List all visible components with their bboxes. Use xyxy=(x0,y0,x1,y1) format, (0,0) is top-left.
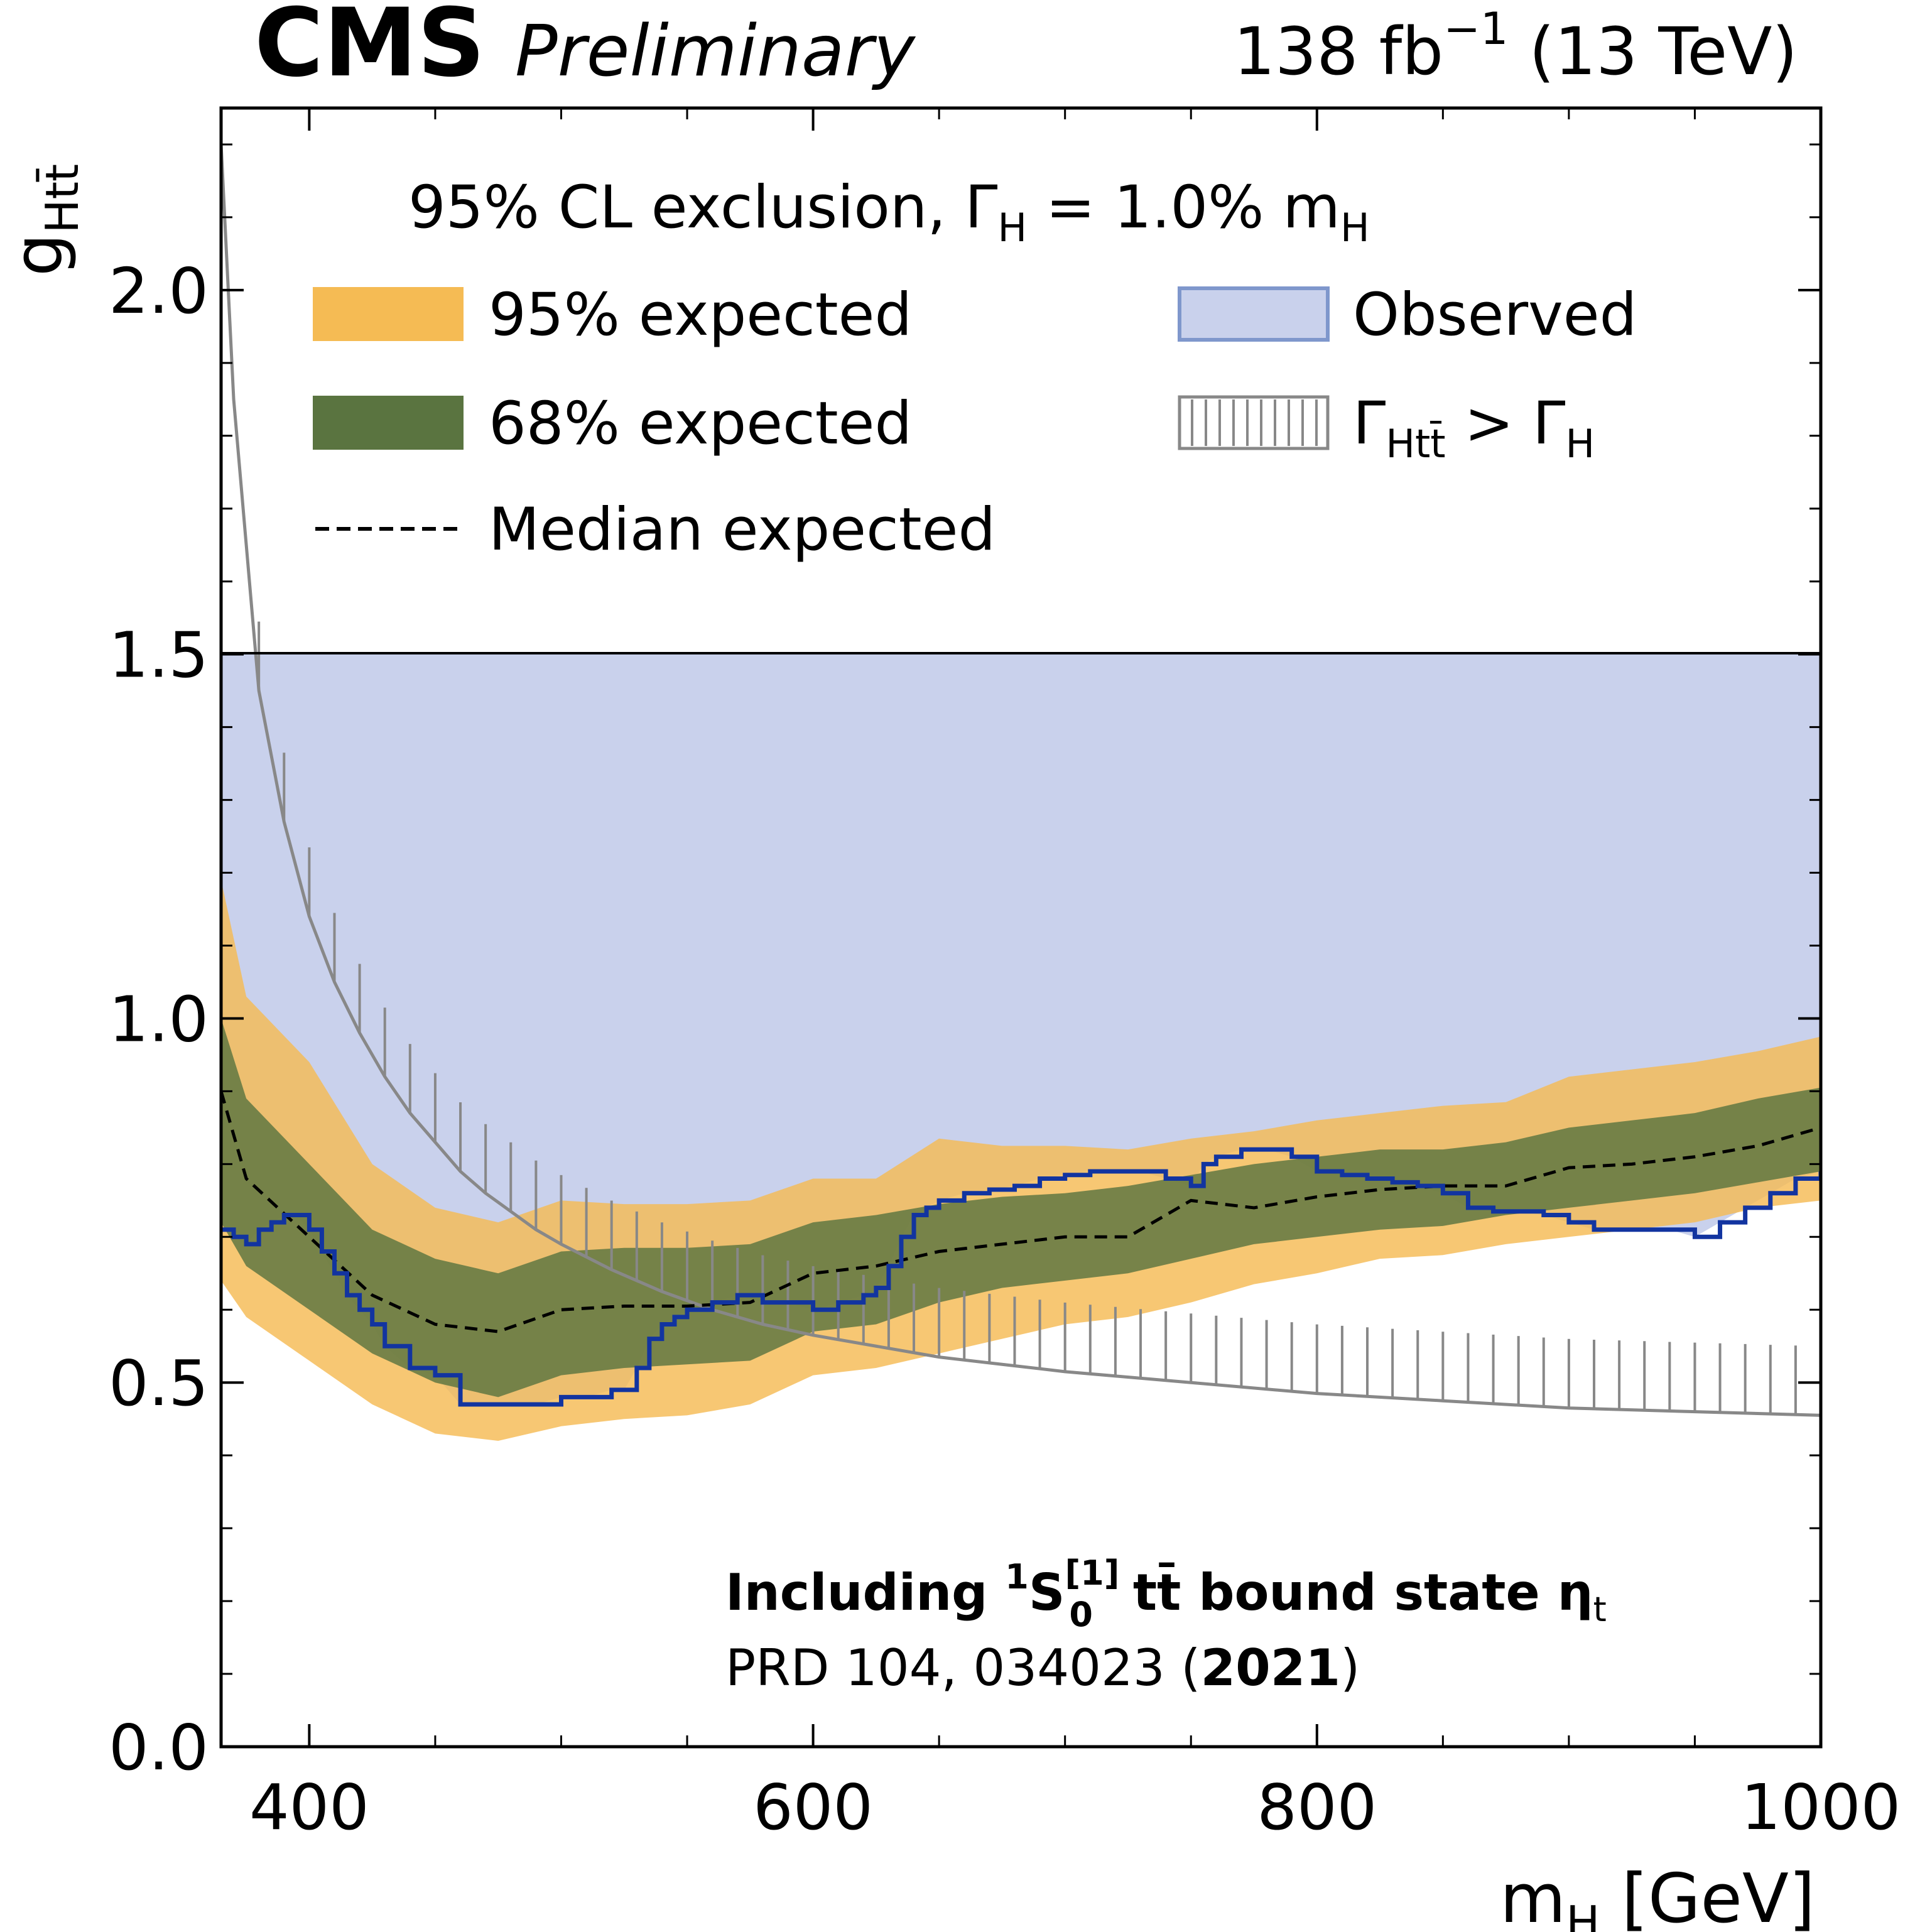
plot-area xyxy=(221,144,1821,1441)
annotation-superscript: 1 xyxy=(1005,1557,1029,1597)
legend-swatch-95-expected xyxy=(313,287,464,341)
legend-title-sub2: H xyxy=(1340,205,1370,251)
x-tick-label: 800 xyxy=(1257,1771,1377,1844)
bound-state-annotation: Including 1S[1] 0 tt̄ bound state ηt PRD … xyxy=(725,1553,1607,1697)
luminosity-value: 138 fb xyxy=(1234,13,1443,90)
x-axis-unit: [GeV] xyxy=(1600,1860,1815,1932)
legend-width-sub2: H xyxy=(1566,421,1595,467)
x-tick-label: 600 xyxy=(753,1771,873,1844)
axes: 400 600 800 1000 0.0 0.5 1.0 1.5 2.0 xyxy=(109,108,1901,1844)
hatch-swatch-frame xyxy=(1178,395,1330,450)
legend-title-suffix: = 1.0% m xyxy=(1027,173,1340,242)
annotation-state-sup: [1] xyxy=(1065,1553,1119,1593)
y-tick-label: 1.0 xyxy=(109,982,209,1056)
y-axis-title: gHtt̄ xyxy=(0,164,89,276)
x-axis-symbol: m xyxy=(1500,1860,1566,1932)
observed-limit-line xyxy=(221,1147,1821,1407)
annotation-close: ) xyxy=(1340,1639,1360,1697)
x-axis-subscript: H xyxy=(1566,1896,1600,1932)
y-tick-label: 0.0 xyxy=(109,1711,209,1784)
y-tick-label: 1.5 xyxy=(109,619,209,692)
annotation-line-2: PRD 104, 034023 (2021) xyxy=(725,1639,1360,1697)
median-expected-line xyxy=(221,1090,1821,1333)
legend-label-68-expected: 68% expected xyxy=(489,389,912,458)
annotation-year: 2021 xyxy=(1200,1639,1340,1697)
annotation-subscript: t xyxy=(1593,1590,1607,1629)
status-label: Preliminary xyxy=(515,11,916,92)
width-limit-curve xyxy=(221,144,1821,1417)
x-tick-label: 1000 xyxy=(1741,1771,1901,1844)
legend: 95% CL exclusion, ΓH = 1.0% mH 95% expec… xyxy=(313,173,1637,564)
annotation-suffix: tt̄ bound state η xyxy=(1115,1561,1593,1622)
legend-width-mid: > Γ xyxy=(1446,389,1566,458)
y-tick-label: 2.0 xyxy=(109,254,209,328)
legend-label-median-expected: Median expected xyxy=(489,496,995,564)
expected-68-band xyxy=(221,1018,1821,1397)
luminosity-energy: (13 TeV) xyxy=(1508,13,1798,90)
x-axis-title: mH [GeV] xyxy=(1500,1860,1815,1932)
legend-swatch-68-expected xyxy=(313,396,464,450)
annotation-line-1: Including 1S[1] 0 tt̄ bound state ηt xyxy=(725,1553,1607,1634)
y-tick-label: 0.5 xyxy=(109,1347,209,1420)
annotation-reference: PRD 104, 034023 ( xyxy=(725,1639,1200,1697)
y-axis-subscript: Htt̄ xyxy=(36,164,89,234)
y-axis-symbol: g xyxy=(0,233,78,276)
legend-swatch-observed xyxy=(1178,286,1330,342)
legend-title-prefix: 95% CL exclusion, Γ xyxy=(408,173,998,242)
legend-width-gamma: Γ xyxy=(1353,389,1386,458)
experiment-label: CMS xyxy=(254,0,485,98)
legend-swatch-width-limit xyxy=(1178,395,1330,450)
annotation-state-S: S xyxy=(1029,1563,1065,1622)
width-limit-hatching xyxy=(258,621,1797,1415)
luminosity-exponent: −1 xyxy=(1443,3,1508,55)
legend-label-observed: Observed xyxy=(1353,281,1637,349)
annotation-state-sub: 0 xyxy=(1069,1595,1093,1634)
legend-label-width-limit: ΓHtt̄ > ΓH xyxy=(1353,389,1595,467)
plot-frame xyxy=(219,106,1823,1749)
legend-title-sub: H xyxy=(998,205,1028,251)
x-tick-label: 400 xyxy=(249,1771,369,1844)
legend-label-95-expected: 95% expected xyxy=(489,281,912,349)
annotation-prefix: Including xyxy=(725,1563,1005,1622)
legend-title: 95% CL exclusion, ΓH = 1.0% mH xyxy=(408,173,1370,251)
luminosity-label: 138 fb−1 (13 TeV) xyxy=(1234,3,1798,90)
legend-width-sub: Htt̄ xyxy=(1386,421,1445,467)
